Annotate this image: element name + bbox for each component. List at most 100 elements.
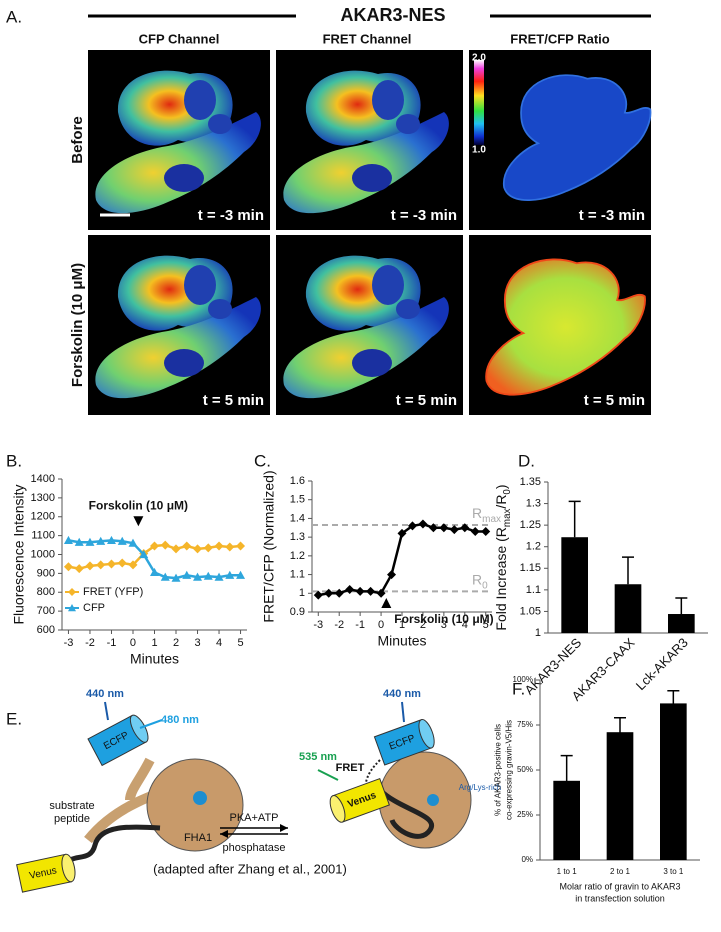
marker [214,572,224,581]
x-tick-label: 1 [399,619,405,631]
y-tick-label: 1.1 [526,584,541,596]
marker [96,536,106,545]
label: phosphatase [223,842,286,854]
marker [203,571,213,580]
reference-label: Rmax [472,505,501,525]
label: PKA+ATP [229,812,278,824]
marker [96,560,106,570]
y-tick-label: 1 [299,587,305,599]
panel-label: D. [518,451,535,470]
y-tick-label: 1.15 [520,562,541,574]
y-tick-label: 1.3 [526,497,541,509]
marker [63,562,73,572]
marker [139,550,149,559]
error-bar [614,717,626,747]
y-tick-label: 1200 [31,511,55,523]
marker [85,561,95,571]
x-tick-label: -2 [334,619,344,631]
x-tick-label: -1 [355,619,365,631]
y-axis-label: Fold Increase (Rmax/R0) [493,484,513,630]
x-axis-label: Molar ratio of gravin to AKAR3 [559,881,680,891]
bar [614,584,642,633]
marker [203,543,213,553]
row-label: Forskolin (10 μM) [69,263,86,387]
time-label: t = 5 min [396,392,457,409]
annotation: Forskolin (10 μM) [89,498,188,512]
marker [117,536,127,545]
x-tick-label: 4 [216,637,222,649]
y-axis-label-part: ) [493,484,509,489]
y-tick-label: 50% [517,765,533,774]
y-tick-label: 600 [37,624,55,636]
panel-label: E. [6,709,22,728]
marker [128,538,138,547]
y-tick-label: 0.9 [290,606,305,618]
image-ratio-after: t = 5 min [469,235,651,415]
y-tick-label: 1.2 [290,550,305,562]
row-label: Before [69,116,86,164]
y-tick-label: 0% [521,855,533,864]
x-tick-label: -1 [107,637,117,649]
citation: (adapted after Zhang et al., 2001) [153,861,347,876]
x-tick-label: 4 [462,619,468,631]
marker [193,572,203,581]
error-bar [560,754,573,806]
marker [481,527,491,537]
x-tick-label: -2 [85,637,95,649]
marker [236,541,246,551]
marker [171,573,181,582]
y-axis-label: Fluorescence Intensity [11,484,27,624]
x-axis-label: Minutes [377,633,426,649]
annotation-arrow [133,516,144,527]
panel-title: AKAR3-NES [340,5,445,25]
y-tick-label: 1300 [31,492,55,504]
column-title: CFP Channel [139,31,220,46]
panel-label: F. [512,679,525,698]
x-tick-label: 5 [483,619,489,631]
column-title: FRET/CFP Ratio [510,31,609,46]
annotation-arrow [381,597,392,608]
y-tick-label: 1 [535,627,541,639]
reference-label-part: 0 [482,581,488,592]
x-tick-label: 0 [378,619,384,631]
bar [561,537,588,633]
reference-label: R0 [472,571,488,591]
y-tick-label: 1.2 [526,541,541,553]
marker [117,558,127,568]
marker [74,564,84,574]
x-tick-label: -3 [64,637,74,649]
x-axis-label: in transfection solution [575,893,665,903]
label: FHA1 [184,832,212,844]
x-tick-label: -3 [313,619,323,631]
panel-label: B. [6,451,22,470]
x-tick-label: 5 [237,637,243,649]
image-cfp-before: t = -3 min [88,50,270,230]
marker [449,525,459,535]
marker [366,586,376,596]
marker [106,535,116,544]
y-tick-label: 1.4 [290,512,305,524]
label: 440 nm [383,688,421,700]
marker [150,567,159,577]
marker [439,523,449,533]
marker [236,570,246,579]
marker [376,588,386,598]
marker [193,544,203,554]
marker [355,586,365,596]
y-axis-label-part: /R [493,495,509,509]
x-tick-label: 2 [173,637,179,649]
label: 480 nm [161,714,199,726]
marker [74,537,84,546]
label: substrate [49,800,94,812]
marker [418,519,428,529]
reference-label-part: R [472,571,482,587]
marker [387,570,397,580]
y-tick-label: 900 [37,567,55,579]
y-axis-label-part: Fold Increase (R [493,527,509,630]
marker [171,544,181,554]
y-tick-label: 25% [517,810,533,819]
marker [397,528,407,538]
y-tick-label: 800 [37,586,55,598]
panel-label: A. [6,7,22,26]
